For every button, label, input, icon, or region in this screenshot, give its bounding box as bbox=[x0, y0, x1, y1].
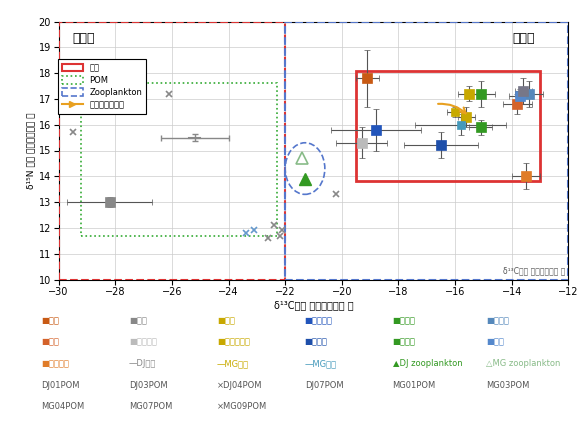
Text: MG04POM: MG04POM bbox=[41, 402, 84, 411]
Text: ■전어: ■전어 bbox=[217, 316, 235, 325]
Text: ▲DJ zooplankton: ▲DJ zooplankton bbox=[393, 359, 462, 368]
Text: ■삼치: ■삼치 bbox=[486, 338, 505, 347]
Y-axis label: δ¹⁵N 질소 안정동위원소 비: δ¹⁵N 질소 안정동위원소 비 bbox=[27, 112, 36, 189]
Text: DJ07POM: DJ07POM bbox=[305, 381, 343, 390]
Text: MG07POM: MG07POM bbox=[129, 402, 172, 411]
Text: ■날개망둑: ■날개망둑 bbox=[129, 338, 157, 347]
Text: 담수성: 담수성 bbox=[73, 32, 96, 45]
Bar bbox=[356, 71, 540, 181]
Text: ■두율망둑: ■두율망둑 bbox=[305, 316, 333, 325]
Text: MG03POM: MG03POM bbox=[486, 381, 530, 390]
Text: ×DJ04POM: ×DJ04POM bbox=[217, 381, 263, 390]
Text: ■농어: ■농어 bbox=[41, 316, 59, 325]
Text: δ¹³C탄소 안정동위원소 비: δ¹³C탄소 안정동위원소 비 bbox=[503, 267, 565, 276]
Text: DJ01POM: DJ01POM bbox=[41, 381, 80, 390]
Text: DJ03POM: DJ03POM bbox=[129, 381, 168, 390]
Text: ■력망둑: ■력망둑 bbox=[305, 338, 328, 347]
Text: ■망상어: ■망상어 bbox=[393, 338, 415, 347]
Bar bbox=[285, 22, 568, 280]
Text: —DJ새우: —DJ새우 bbox=[129, 359, 156, 368]
Text: 해수성: 해수성 bbox=[512, 32, 534, 45]
X-axis label: δ¹³C탄소 안정동위원소 비: δ¹³C탄소 안정동위원소 비 bbox=[274, 300, 353, 310]
Bar bbox=[59, 22, 285, 280]
Legend: 어류, POM, Zooplankton, 저서무척수동물: 어류, POM, Zooplankton, 저서무척수동물 bbox=[57, 59, 146, 114]
Text: ■숨어: ■숨어 bbox=[41, 338, 59, 347]
Text: ×MG09POM: ×MG09POM bbox=[217, 402, 267, 411]
Bar bbox=[81, 83, 277, 236]
Text: ■패가자미: ■패가자미 bbox=[41, 359, 69, 368]
Text: △MG zooplankton: △MG zooplankton bbox=[486, 359, 561, 368]
Text: ■복성: ■복성 bbox=[129, 316, 147, 325]
Text: ■문치가자미: ■문치가자미 bbox=[217, 338, 250, 347]
Text: —MG꿈게: —MG꿈게 bbox=[305, 359, 337, 368]
Text: ■감성동: ■감성동 bbox=[486, 316, 509, 325]
Text: —MG새우: —MG새우 bbox=[217, 359, 249, 368]
Text: MG01POM: MG01POM bbox=[393, 381, 436, 390]
Text: ■가숭어: ■가숭어 bbox=[393, 316, 415, 325]
